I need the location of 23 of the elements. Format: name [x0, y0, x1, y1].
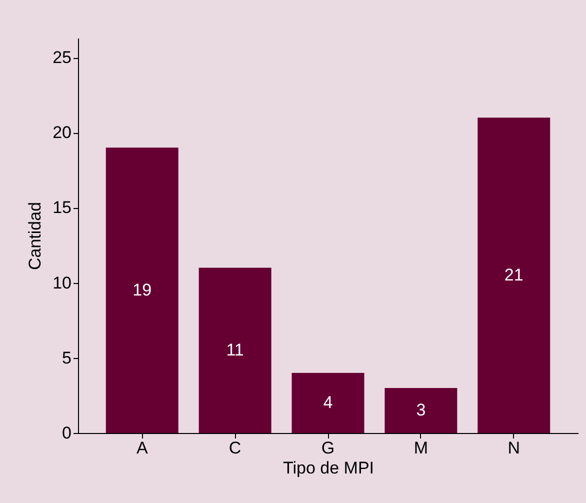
x-axis-title: Tipo de MPI [282, 458, 374, 478]
x-tick-label: A [136, 438, 148, 458]
x-tick-label: N [508, 438, 520, 458]
y-tick-label: 20 [52, 123, 72, 142]
data-label: 4 [323, 392, 333, 412]
y-tick-label: 10 [52, 273, 72, 292]
y-tick-label: 15 [52, 198, 72, 218]
bar [106, 148, 178, 433]
y-tick-label: 0 [62, 424, 72, 442]
y-axis-title: Cantidad [26, 202, 45, 270]
data-label: 3 [416, 400, 426, 420]
y-tick-label: 25 [52, 48, 72, 68]
data-label: 11 [226, 340, 244, 360]
bar [292, 372, 364, 433]
data-label: 19 [132, 280, 152, 300]
bar [478, 118, 550, 433]
x-tick-label: M [414, 438, 428, 458]
bar [384, 388, 458, 433]
x-tick-label: G [321, 438, 335, 458]
x-tick-label: C [228, 438, 242, 458]
data-label: 21 [504, 265, 524, 284]
bar [198, 268, 272, 433]
y-tick-label: 5 [62, 348, 72, 368]
